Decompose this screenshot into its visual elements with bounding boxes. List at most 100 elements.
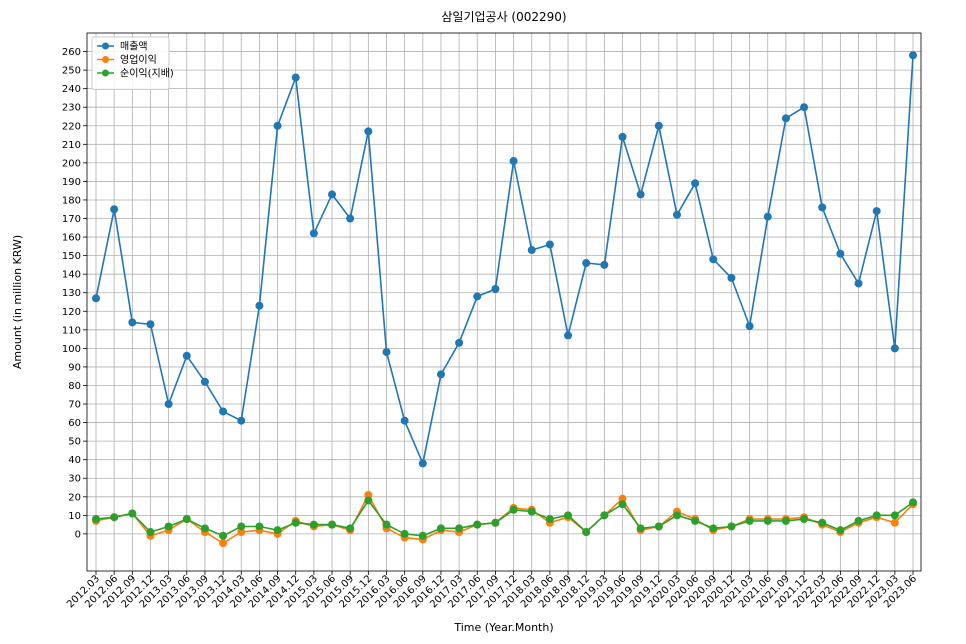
data-point xyxy=(273,526,282,535)
data-point xyxy=(164,400,173,409)
data-point xyxy=(582,528,591,537)
data-point xyxy=(92,294,100,303)
data-point xyxy=(491,285,500,294)
data-point xyxy=(763,516,772,525)
data-point xyxy=(364,490,373,499)
data-point xyxy=(328,190,337,199)
data-point xyxy=(200,377,209,386)
data-point xyxy=(909,498,917,507)
y-tick-label: 60 xyxy=(68,418,81,429)
data-point xyxy=(763,212,772,221)
y-tick-label: 210 xyxy=(62,140,81,151)
y-tick-label: 190 xyxy=(62,177,81,188)
data-point xyxy=(709,255,718,264)
data-point xyxy=(364,496,373,505)
data-point xyxy=(400,416,409,425)
data-point xyxy=(600,260,609,269)
legend-label: 영업이익 xyxy=(120,53,157,66)
data-point xyxy=(672,210,681,219)
data-point xyxy=(545,515,554,524)
data-point xyxy=(400,529,409,538)
data-point xyxy=(364,127,373,136)
data-point xyxy=(455,524,464,533)
data-point xyxy=(709,524,718,533)
data-point xyxy=(509,157,518,166)
y-tick-label: 100 xyxy=(62,344,81,355)
data-point xyxy=(654,522,663,531)
data-point xyxy=(346,524,355,533)
data-point xyxy=(237,416,246,425)
y-tick-label: 120 xyxy=(62,307,81,318)
y-tick-label: 150 xyxy=(62,251,81,262)
data-point xyxy=(527,246,536,255)
y-tick-label: 220 xyxy=(62,121,81,132)
data-point xyxy=(110,513,119,522)
data-point xyxy=(291,73,300,82)
data-point xyxy=(473,520,482,529)
data-point xyxy=(346,214,355,223)
data-point xyxy=(800,515,809,524)
data-point xyxy=(219,539,228,548)
y-tick-label: 80 xyxy=(68,381,81,392)
y-tick-label: 130 xyxy=(62,288,81,299)
data-point xyxy=(872,511,881,520)
data-point xyxy=(636,190,645,199)
data-point xyxy=(146,320,155,329)
data-point xyxy=(800,103,809,112)
data-point xyxy=(890,511,899,520)
series-0 xyxy=(92,51,917,468)
data-point xyxy=(219,407,228,416)
data-point xyxy=(781,516,790,525)
data-point xyxy=(672,511,681,520)
series-line xyxy=(95,499,914,537)
data-point xyxy=(92,515,100,524)
data-point xyxy=(491,518,500,527)
data-point xyxy=(890,518,899,527)
data-point xyxy=(509,505,518,514)
chart-title: 삼일기업공사 (002290) xyxy=(441,10,566,24)
data-point xyxy=(854,516,863,525)
y-tick-label: 200 xyxy=(62,158,81,169)
data-point xyxy=(436,370,445,379)
y-tick-label: 50 xyxy=(68,437,81,448)
y-tick-label: 70 xyxy=(68,400,81,411)
x-axis: 2012.032012.062012.092012.122013.032013.… xyxy=(65,571,919,610)
y-tick-label: 180 xyxy=(62,195,81,206)
y-tick-label: 90 xyxy=(68,362,81,373)
data-point xyxy=(128,509,137,518)
data-point xyxy=(745,516,754,525)
data-point xyxy=(328,520,337,529)
x-axis-label: Time (Year.Month) xyxy=(453,621,553,634)
data-point xyxy=(273,121,282,130)
legend-label: 순이익(지배) xyxy=(120,68,174,80)
y-tick-label: 170 xyxy=(62,214,81,225)
data-point xyxy=(691,516,700,525)
y-tick-label: 10 xyxy=(68,511,81,522)
legend-box xyxy=(91,36,170,90)
series-2 xyxy=(92,496,917,540)
data-point xyxy=(473,292,482,301)
data-point xyxy=(128,318,137,327)
data-point xyxy=(110,205,119,214)
data-point xyxy=(237,522,246,531)
data-point xyxy=(418,531,427,540)
data-point xyxy=(654,121,663,130)
data-point xyxy=(545,240,554,249)
data-point xyxy=(436,524,445,533)
y-tick-label: 240 xyxy=(62,84,81,95)
data-point xyxy=(872,207,881,216)
plot-area xyxy=(86,32,922,572)
y-tick-label: 110 xyxy=(62,325,81,336)
data-point xyxy=(382,348,391,357)
data-point xyxy=(854,279,863,288)
series-line xyxy=(95,55,914,467)
data-point xyxy=(745,322,754,331)
y-axis-label: Amount (in million KRW) xyxy=(11,235,24,369)
y-tick-label: 250 xyxy=(62,66,81,77)
data-point xyxy=(781,114,790,123)
data-point xyxy=(182,351,191,360)
data-point xyxy=(182,515,191,524)
series-group xyxy=(92,51,917,548)
